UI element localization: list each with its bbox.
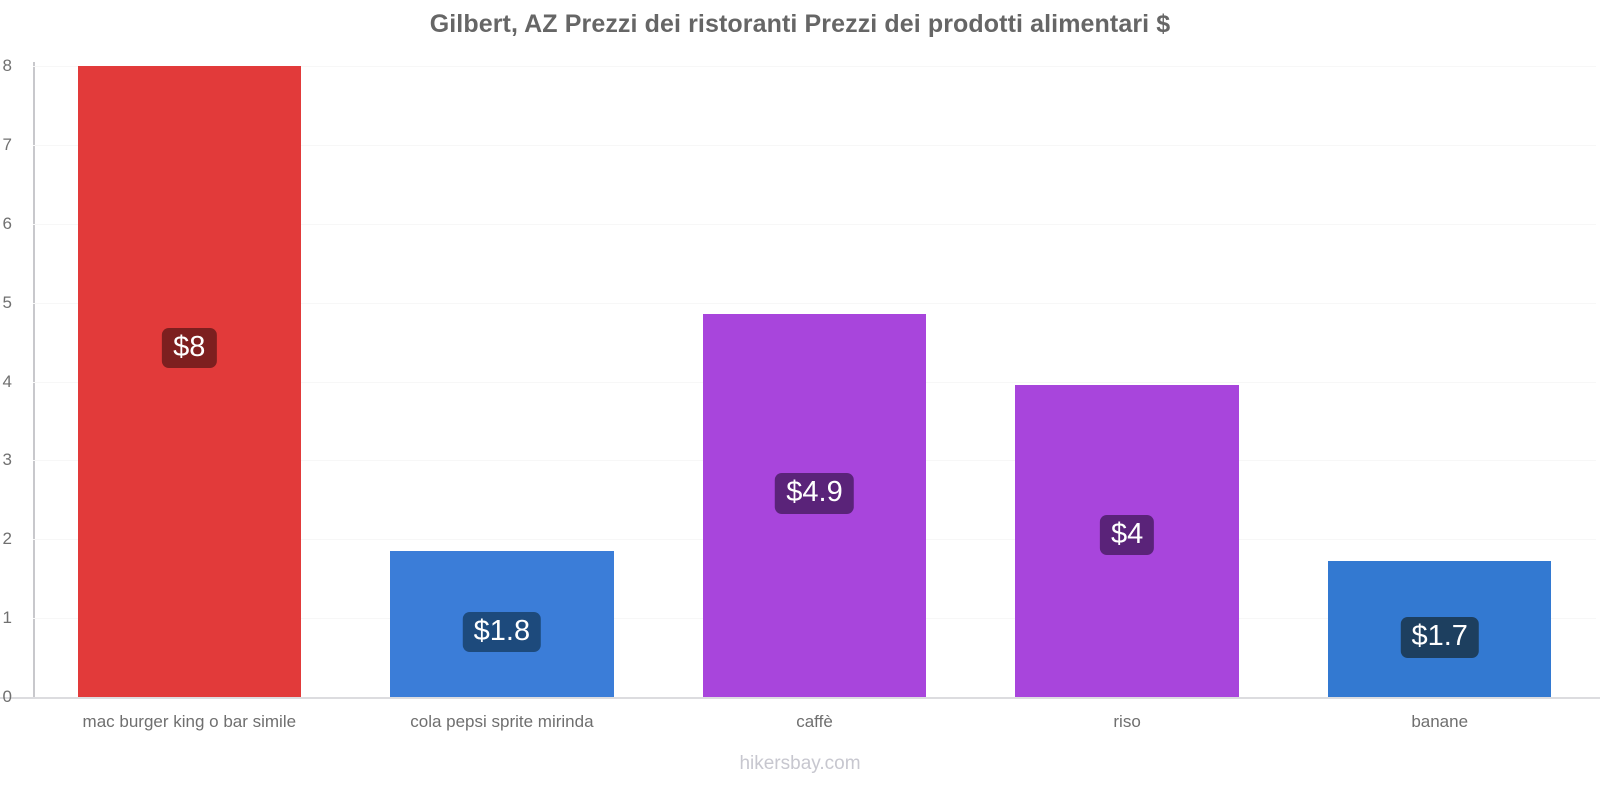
y-axis-tick-label: 1	[2, 608, 12, 628]
gridline	[33, 302, 1596, 304]
x-axis-tick-label: banane	[1411, 712, 1469, 731]
gridline	[33, 144, 1596, 146]
x-axis-tick-label: caffè	[796, 712, 833, 731]
bar[interactable]: $1.8	[390, 551, 614, 697]
y-axis-tick-label: 8	[2, 56, 12, 75]
x-axis-tick-label: cola pepsi sprite mirinda	[410, 712, 594, 731]
bar[interactable]: $1.7	[1327, 560, 1552, 697]
y-axis-tick-label: 7	[2, 134, 12, 154]
bar-value-label: $4	[1099, 514, 1155, 556]
y-axis-tick-label: 0	[2, 687, 12, 706]
x-axis-line	[0, 697, 1600, 699]
plot-area: $8 $1.8 $4.9 $4 $1.7	[33, 66, 1596, 698]
bar-value-label: $8	[162, 327, 217, 369]
bar-value-label: $4.9	[775, 473, 854, 514]
y-axis-tick-label: 5	[2, 292, 12, 312]
bar[interactable]: $8	[77, 66, 302, 697]
footer-watermark: hikersbay.com	[739, 753, 861, 774]
y-axis-line	[33, 62, 35, 699]
bar[interactable]: $4	[1015, 385, 1239, 697]
y-axis-tick-label: 4	[2, 371, 12, 391]
gridline	[33, 223, 1596, 225]
bar-value-label: $1.7	[1400, 617, 1479, 658]
chart-title: Gilbert, AZ Prezzi dei ristoranti Prezzi…	[429, 10, 1171, 38]
gridline	[33, 66, 1596, 67]
bar-value-label: $1.8	[462, 611, 542, 653]
x-axis-tick-label: riso	[1113, 712, 1141, 731]
bar[interactable]: $4.9	[702, 314, 927, 697]
y-axis-tick-label: 3	[2, 450, 12, 470]
y-axis-tick-label: 6	[2, 213, 12, 233]
y-axis-tick-label: 2	[2, 529, 12, 549]
x-axis-tick-label: mac burger king o bar simile	[82, 712, 297, 731]
